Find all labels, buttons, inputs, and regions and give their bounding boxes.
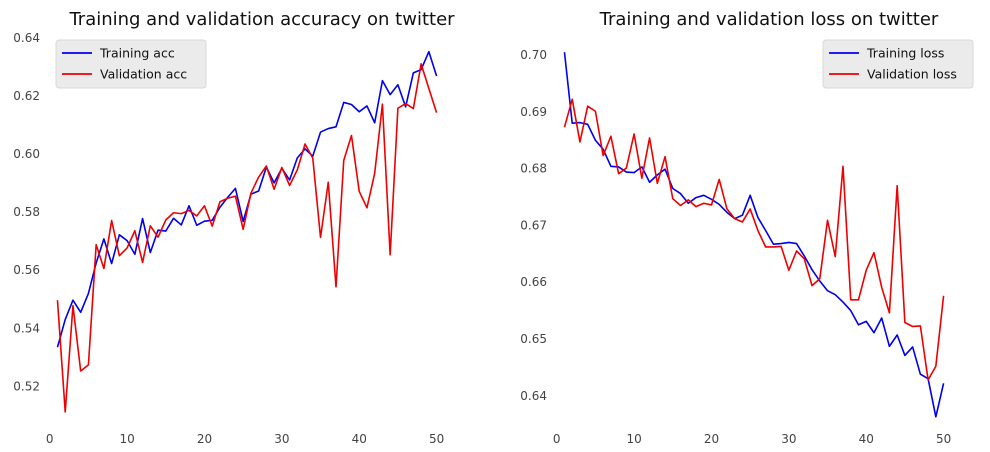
loss-legend: Training loss Validation loss [822, 39, 974, 89]
accuracy-x-tick-label: 10 [119, 432, 134, 446]
accuracy-y-tick-label: 0.56 [13, 263, 40, 277]
loss-x-tick-label: 0 [553, 432, 561, 446]
accuracy-x-tick-label: 40 [352, 432, 367, 446]
loss-legend-box [822, 39, 974, 89]
loss-y-tick-label: 0.66 [520, 275, 547, 289]
accuracy-series-line-validation [56, 63, 438, 413]
loss-x-tick-label: 30 [781, 432, 796, 446]
accuracy-chart: Training and validation accuracy on twit… [13, 9, 455, 446]
loss-y-tick-label: 0.64 [520, 389, 547, 403]
loss-lines [563, 52, 945, 418]
loss-series-line-training [563, 52, 945, 418]
accuracy-y-tick-label: 0.58 [13, 205, 40, 219]
accuracy-legend-box [55, 39, 207, 89]
loss-y-tick-label: 0.65 [520, 332, 547, 346]
loss-y-tick-label: 0.70 [520, 48, 547, 62]
accuracy-chart-title: Training and validation accuracy on twit… [68, 9, 455, 30]
loss-ticks: 0 10 20 30 40 50 0.64 0.65 0.66 0.67 0.68 0.69 0.70 [520, 48, 951, 446]
accuracy-legend-label: Validation acc [100, 67, 187, 82]
loss-legend-label: Training loss [866, 46, 944, 61]
loss-series-line-validation [563, 98, 945, 381]
accuracy-ticks: 0 10 20 30 40 50 0.52 0.54 0.56 0.58 0.60 0.62 0.64 [13, 31, 444, 446]
accuracy-lines [56, 50, 438, 413]
loss-x-tick-label: 50 [936, 432, 951, 446]
accuracy-legend: Training acc Validation acc [55, 39, 207, 89]
accuracy-y-tick-label: 0.64 [13, 31, 40, 45]
accuracy-legend-label: Training acc [99, 46, 175, 61]
loss-y-tick-label: 0.68 [520, 162, 547, 176]
loss-legend-label: Validation loss [867, 67, 957, 82]
accuracy-series-line-training [56, 50, 438, 348]
loss-y-tick-label: 0.69 [520, 105, 547, 119]
accuracy-x-tick-label: 0 [46, 432, 54, 446]
loss-y-tick-label: 0.67 [520, 218, 547, 232]
accuracy-x-tick-label: 30 [274, 432, 289, 446]
accuracy-y-tick-label: 0.54 [13, 321, 40, 335]
accuracy-y-tick-label: 0.52 [13, 379, 40, 393]
loss-x-tick-label: 10 [626, 432, 641, 446]
loss-chart-title: Training and validation loss on twitter [599, 9, 939, 30]
accuracy-y-tick-label: 0.62 [13, 89, 40, 103]
accuracy-y-tick-label: 0.60 [13, 147, 40, 161]
loss-x-tick-label: 20 [704, 432, 719, 446]
loss-chart: Training and validation loss on twitter … [520, 9, 974, 446]
loss-x-tick-label: 40 [859, 432, 874, 446]
accuracy-x-tick-label: 20 [197, 432, 212, 446]
accuracy-x-tick-label: 50 [429, 432, 444, 446]
